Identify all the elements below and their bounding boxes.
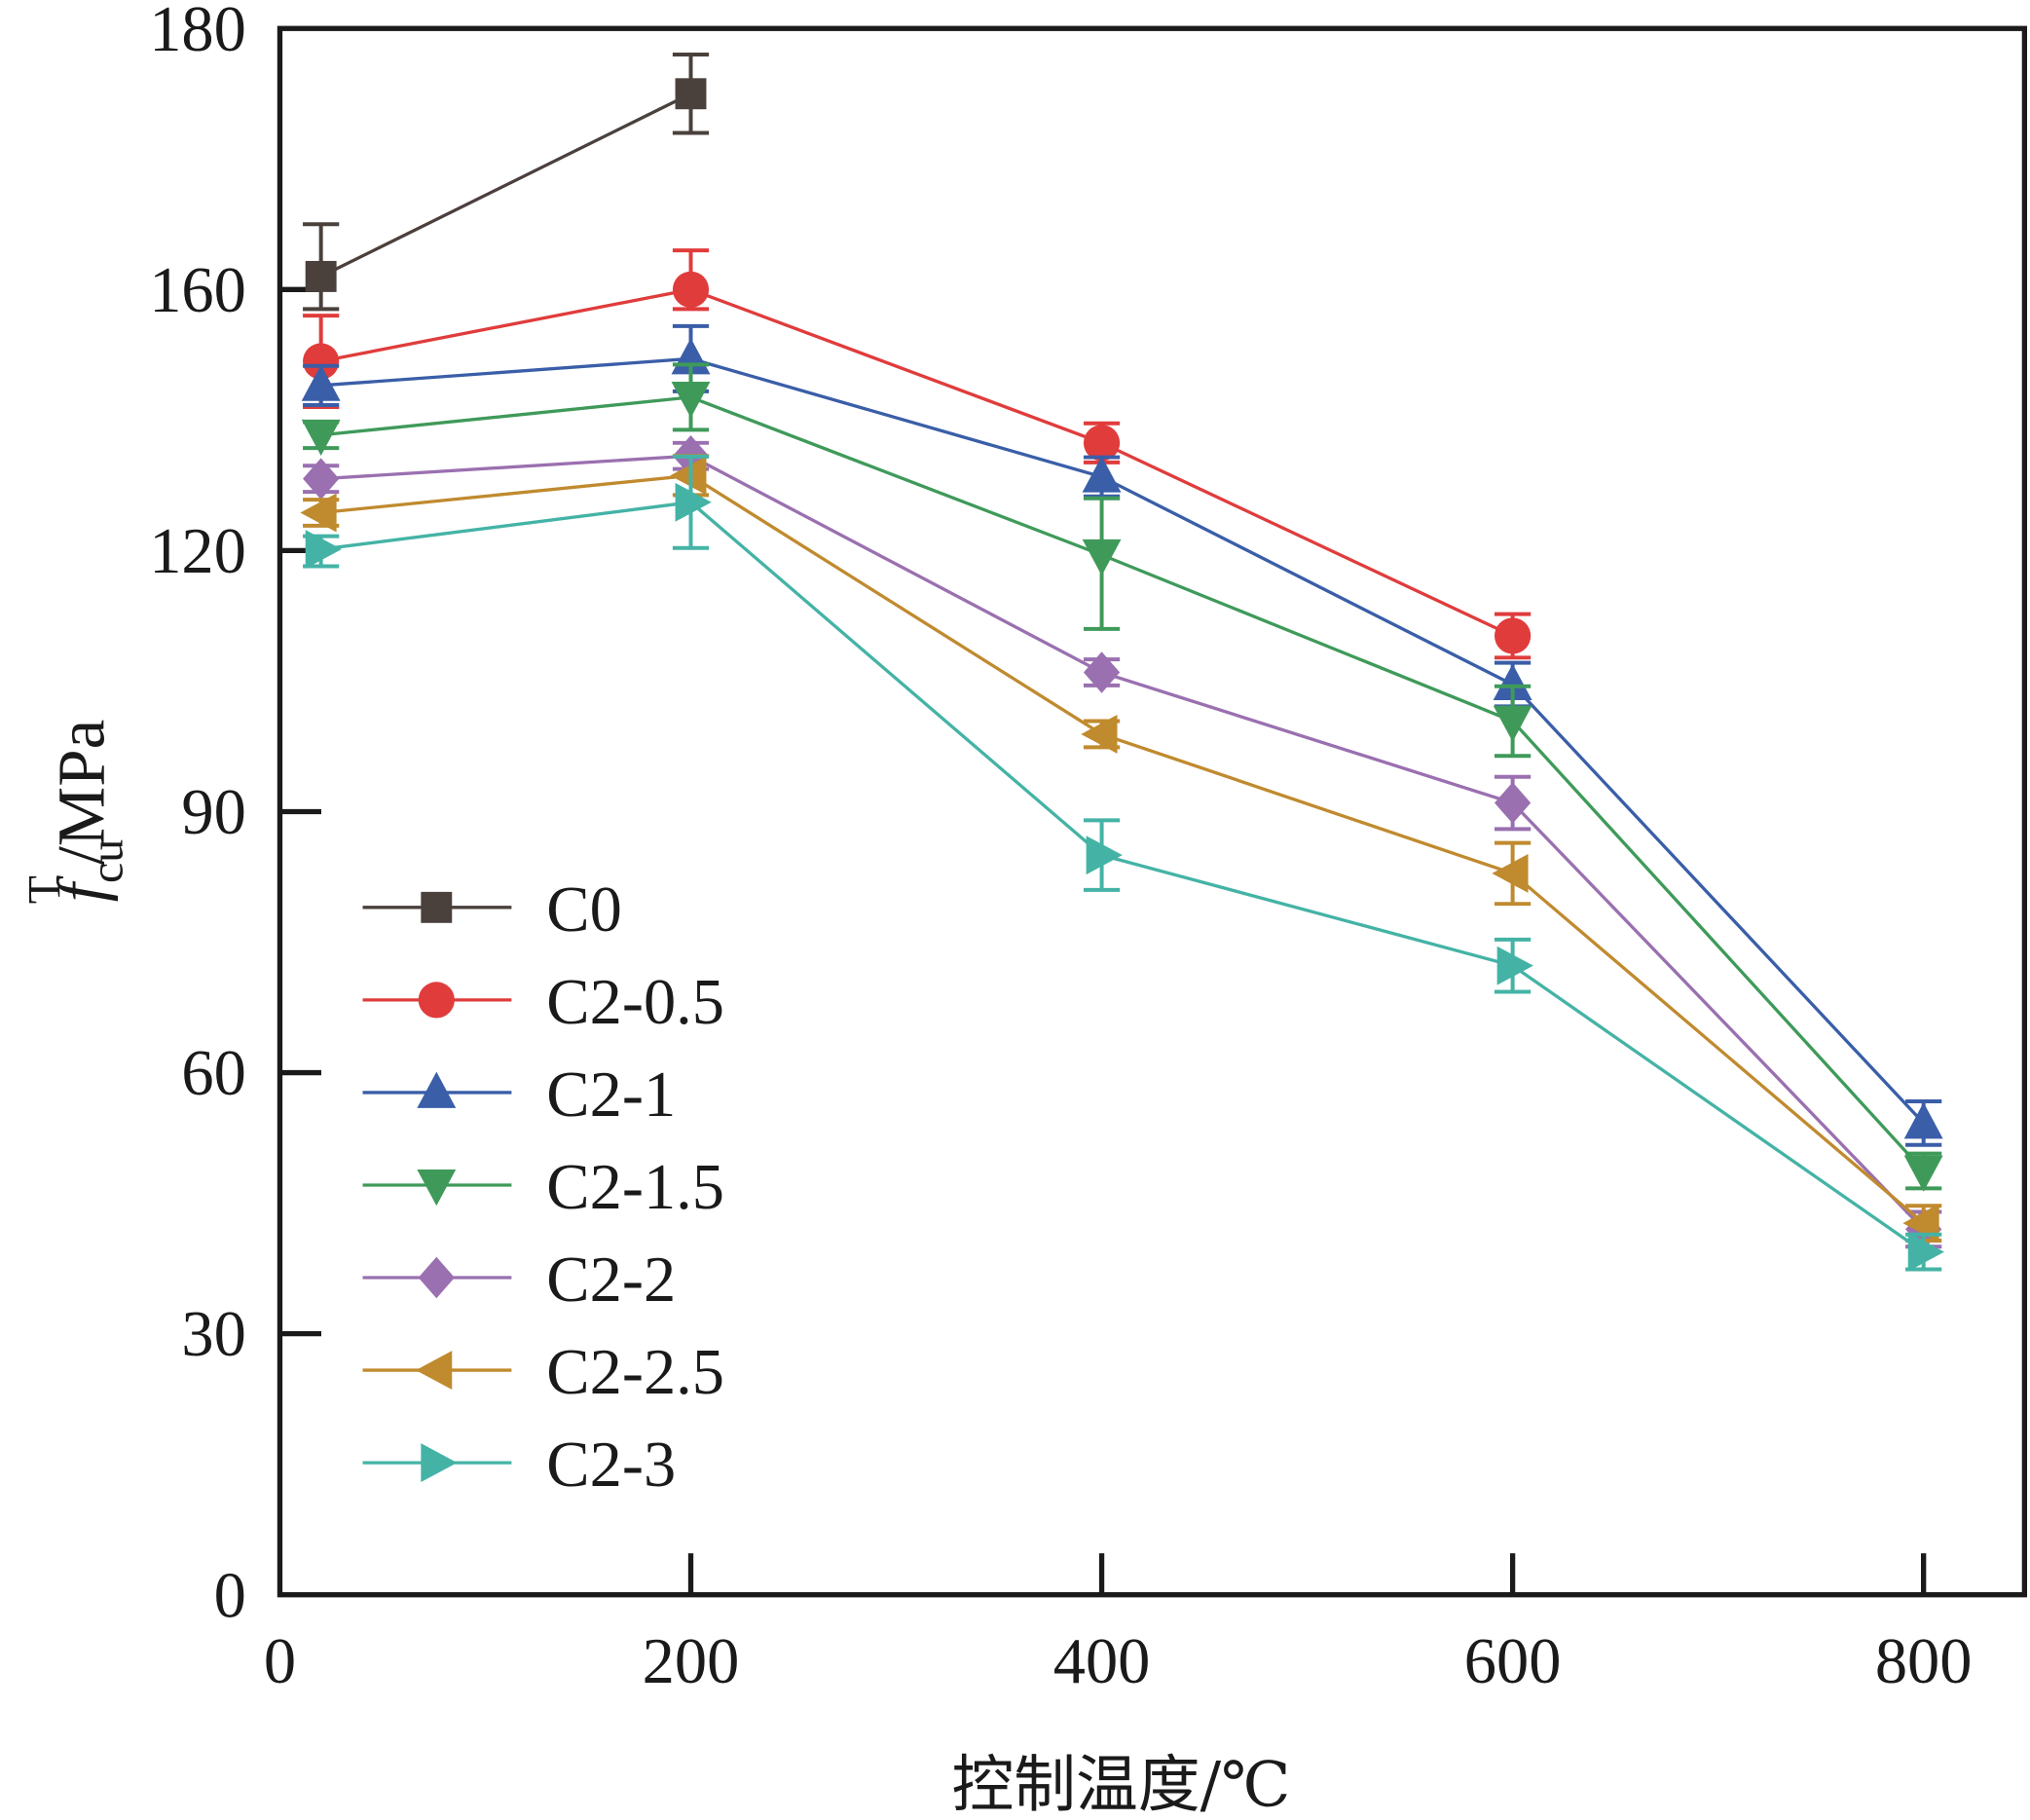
legend-item: C2-0.5 xyxy=(362,967,724,1038)
data-point xyxy=(1495,782,1532,824)
legend-marker xyxy=(421,891,453,923)
legend-marker xyxy=(417,1170,457,1207)
y-axis-title-sup: T xyxy=(18,875,70,904)
data-point xyxy=(1492,853,1529,893)
data-point xyxy=(303,343,340,380)
data-point xyxy=(1493,705,1532,742)
data-point xyxy=(301,364,341,401)
legend-label: C2-2 xyxy=(546,1244,676,1316)
y-tick-label: 90 xyxy=(181,777,245,848)
series-line xyxy=(320,395,1925,1172)
x-tick-label: 400 xyxy=(1053,1626,1151,1697)
legend-label: C2-1 xyxy=(546,1059,676,1131)
data-point xyxy=(675,482,712,522)
data-point xyxy=(1903,1155,1943,1192)
data-point xyxy=(1903,1102,1943,1139)
series-c2-3 xyxy=(303,454,1944,1272)
legend: C0 C2-0.5 C2-1 C2-1.5 C2-2 C2-2.5 C2-3 xyxy=(362,874,724,1501)
x-tick-label: 600 xyxy=(1464,1626,1562,1697)
series-c2-1_5 xyxy=(301,362,1943,1192)
data-point xyxy=(1086,836,1123,875)
y-axis-ticks: 0 30 60 90 120 160 180 xyxy=(149,0,321,1631)
x-axis-ticks: 0 200 400 600 800 xyxy=(264,1553,1973,1697)
data-point xyxy=(672,271,710,308)
y-tick-label: 180 xyxy=(149,0,246,65)
y-tick-label: 120 xyxy=(149,516,246,587)
y-tick-label: 160 xyxy=(149,255,246,326)
legend-item: C2-1.5 xyxy=(362,1152,724,1223)
legend-marker xyxy=(418,982,455,1019)
data-point xyxy=(1907,1232,1944,1272)
x-axis-title: 控制温度/℃ xyxy=(951,1749,1290,1820)
y-axis-title-sub: cu xyxy=(81,839,132,883)
data-point xyxy=(1083,425,1121,462)
legend-label: C0 xyxy=(546,874,622,946)
x-tick-label: 200 xyxy=(643,1626,740,1697)
data-point xyxy=(301,419,341,457)
legend-item: C2-1 xyxy=(362,1059,676,1131)
y-tick-label: 0 xyxy=(214,1560,246,1631)
legend-label: C2-2.5 xyxy=(546,1337,724,1408)
data-point xyxy=(300,493,337,533)
legend-item: C2-3 xyxy=(362,1430,676,1501)
series-layer xyxy=(300,53,1944,1272)
data-point xyxy=(1082,539,1122,576)
x-tick-label: 0 xyxy=(264,1626,296,1697)
legend-marker xyxy=(417,1071,457,1108)
y-axis-title-unit: /MPa xyxy=(44,720,119,866)
legend-item: C0 xyxy=(362,874,622,946)
legend-label: C2-1.5 xyxy=(546,1152,724,1223)
svg-text:fcuT/MPa: fcuT/MPa xyxy=(18,720,132,905)
data-point xyxy=(1082,456,1122,493)
legend-marker xyxy=(416,1351,453,1391)
x-tick-label: 800 xyxy=(1875,1626,1973,1697)
legend-item: C2-2 xyxy=(362,1244,676,1316)
plot-frame xyxy=(277,25,2028,1598)
legend-label: C2-3 xyxy=(546,1430,676,1501)
legend-item: C2-2.5 xyxy=(362,1337,724,1408)
y-axis-title: fcuT/MPa xyxy=(18,720,132,905)
legend-label: C2-0.5 xyxy=(546,967,724,1038)
y-tick-label: 30 xyxy=(181,1299,245,1370)
series-line xyxy=(319,92,692,279)
series-line xyxy=(320,287,1514,638)
data-point xyxy=(675,78,707,110)
data-point xyxy=(1496,946,1533,985)
series-c2-2_5 xyxy=(300,454,1942,1244)
data-point xyxy=(1493,663,1532,700)
legend-marker xyxy=(421,1443,458,1483)
series-c2-0_5 xyxy=(303,248,1532,660)
y-tick-label: 60 xyxy=(181,1038,245,1109)
data-point xyxy=(1495,617,1532,654)
data-point xyxy=(305,260,337,292)
data-point xyxy=(671,381,711,419)
data-point xyxy=(670,456,707,496)
series-c0 xyxy=(303,53,710,312)
data-point xyxy=(305,530,342,569)
data-point xyxy=(1081,715,1118,754)
legend-marker xyxy=(418,1256,455,1299)
